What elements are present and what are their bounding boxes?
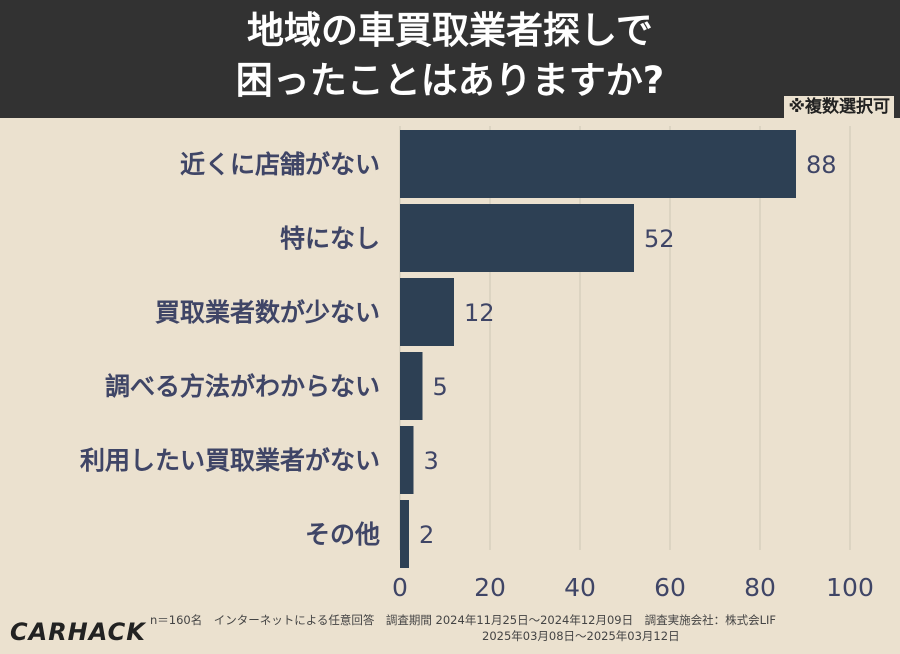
footnote-line-1: n＝160名 インターネットによる任意回答 調査期間 2024年11月25日〜2…: [150, 613, 777, 627]
value-label-2: 12: [464, 299, 495, 327]
category-label-1: 特になし: [280, 224, 380, 253]
bar-0: [400, 130, 796, 198]
chart-title-line-1: 地域の車買取業者探しで: [247, 9, 653, 52]
chart-title: 地域の車買取業者探しで 困ったことはありますか?: [0, 6, 900, 106]
category-label-5: その他: [305, 520, 380, 549]
bar-2: [400, 278, 454, 346]
category-label-4: 利用したい買取業者がない: [80, 446, 380, 475]
multiple-choice-note: ※複数選択可: [784, 96, 894, 118]
category-label-3: 調べる方法がわからない: [105, 372, 380, 401]
header-bar: 地域の車買取業者探しで 困ったことはありますか?: [0, 0, 900, 118]
value-label-5: 2: [419, 521, 434, 549]
category-label-0: 近くに店舗がない: [180, 150, 380, 179]
x-tick-label-40: 40: [564, 573, 596, 602]
carhack-logo: CARHACK: [10, 618, 146, 646]
footer: CARHACK n＝160名 インターネットによる任意回答 調査期間 2024年…: [0, 608, 900, 654]
value-label-3: 5: [433, 373, 448, 401]
footnote-line-2: 2025年03月08日〜2025年03月12日: [482, 629, 680, 643]
value-label-0: 88: [806, 151, 837, 179]
x-tick-label-20: 20: [474, 573, 506, 602]
value-label-1: 52: [644, 225, 675, 253]
x-tick-label-60: 60: [654, 573, 686, 602]
category-label-2: 買取業者数が少ない: [155, 298, 380, 327]
value-label-4: 3: [424, 447, 439, 475]
bar-1: [400, 204, 634, 272]
bar-5: [400, 500, 409, 568]
bar-3: [400, 352, 423, 420]
x-tick-label-100: 100: [826, 573, 874, 602]
chart-title-line-2: 困ったことはありますか?: [235, 59, 665, 102]
bar-chart: 近くに店舗がない 88 特になし 52 買取業者数が少ない 12 調べる方法がわからない 5 利…: [80, 126, 874, 602]
x-tick-label-0: 0: [392, 573, 408, 602]
survey-footnote: n＝160名 インターネットによる任意回答 調査期間 2024年11月25日〜2…: [150, 612, 890, 644]
bar-4: [400, 426, 414, 494]
x-tick-label-80: 80: [744, 573, 776, 602]
